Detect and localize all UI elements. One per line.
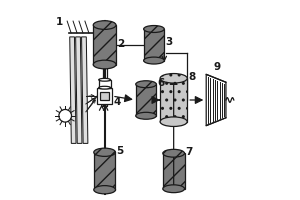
Circle shape: [59, 109, 71, 122]
Polygon shape: [94, 152, 116, 190]
Text: 2: 2: [117, 39, 124, 49]
Ellipse shape: [163, 149, 184, 157]
Polygon shape: [100, 92, 109, 100]
Polygon shape: [144, 29, 164, 61]
Polygon shape: [70, 37, 76, 143]
Polygon shape: [76, 37, 82, 143]
Ellipse shape: [94, 148, 116, 156]
Ellipse shape: [163, 185, 184, 193]
Polygon shape: [82, 37, 88, 143]
Ellipse shape: [160, 74, 187, 83]
Ellipse shape: [94, 186, 116, 194]
Ellipse shape: [144, 26, 164, 32]
Ellipse shape: [99, 86, 111, 89]
Ellipse shape: [99, 78, 111, 81]
Polygon shape: [160, 78, 187, 122]
Text: 7: 7: [185, 147, 193, 157]
Text: 8: 8: [188, 72, 196, 82]
Ellipse shape: [144, 57, 164, 64]
Text: 3: 3: [165, 37, 172, 47]
Polygon shape: [97, 88, 112, 104]
Ellipse shape: [93, 21, 116, 29]
Text: 9: 9: [213, 62, 220, 72]
Ellipse shape: [160, 117, 187, 126]
Polygon shape: [206, 74, 226, 126]
Ellipse shape: [136, 81, 156, 88]
Ellipse shape: [93, 60, 116, 69]
Ellipse shape: [136, 112, 156, 119]
Polygon shape: [136, 84, 156, 116]
Text: 6: 6: [157, 78, 165, 88]
Polygon shape: [163, 153, 184, 189]
Polygon shape: [93, 25, 116, 64]
Text: 1: 1: [55, 17, 63, 27]
Text: 5: 5: [116, 146, 124, 156]
Polygon shape: [99, 80, 111, 88]
Text: 4: 4: [113, 97, 120, 107]
